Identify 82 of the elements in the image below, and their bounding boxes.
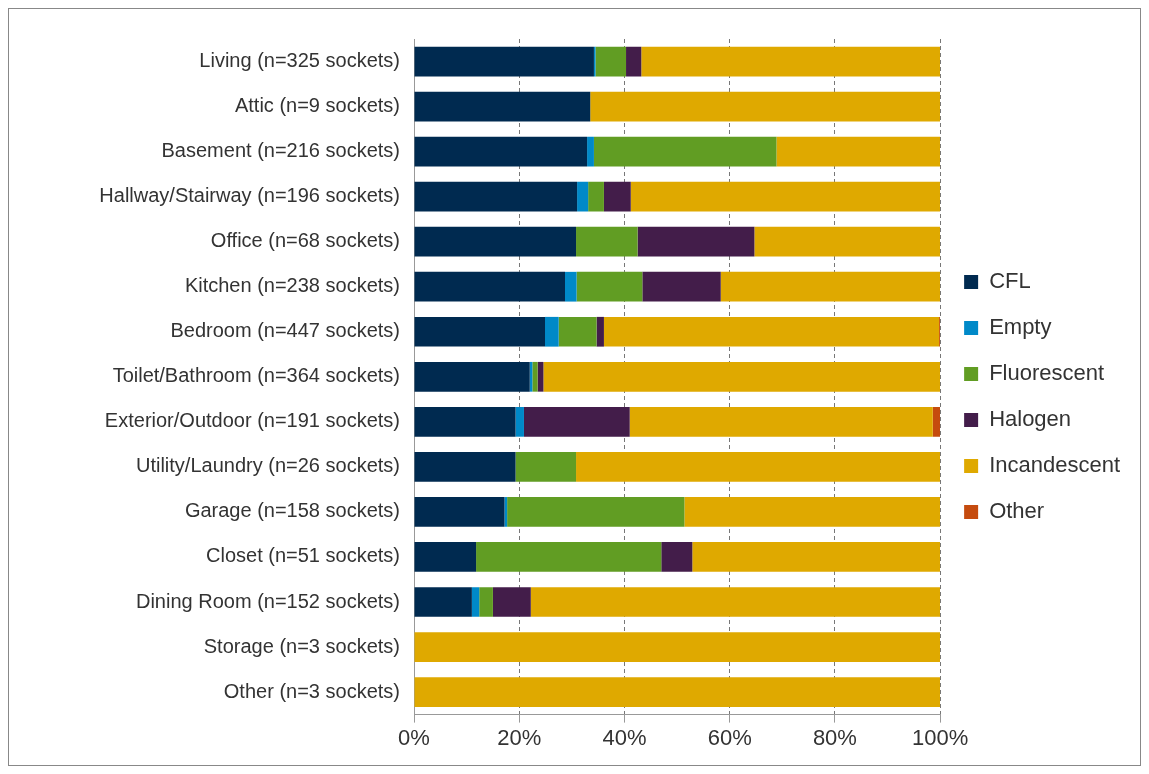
bar [776,136,941,167]
bar [414,452,516,482]
bar [530,587,941,617]
legend-label: CFL [989,268,1031,294]
bar [576,452,941,482]
legend-label: Other [989,498,1045,524]
bar [629,406,933,437]
bar [590,91,941,122]
x-tick-label: 80% [812,724,857,750]
legend-label: Empty [989,314,1052,340]
bar [577,181,589,212]
bar [630,181,941,212]
bar [414,46,594,77]
y-tick-label: Hallway/Stairway (n=196 sockets) [99,184,400,207]
bar [595,46,627,77]
legend-label: Incandescent [989,452,1120,478]
bar [507,497,685,527]
y-tick-label: Exterior/Outdoor (n=191 sockets) [104,409,400,432]
x-tick-label: 0% [398,724,430,750]
bar [588,181,604,212]
bar [642,271,721,302]
y-tick-label: Bedroom (n=447 sockets) [170,319,400,342]
bar [545,316,559,347]
bar [661,542,693,572]
y-tick-label: Storage (n=3 sockets) [203,634,400,657]
y-tick-label: Office (n=68 sockets) [210,229,400,252]
x-tick-label: 20% [497,724,542,750]
y-tick-label: Garage (n=158 sockets) [184,499,400,522]
bar [414,406,516,437]
bar [414,316,546,347]
bar [414,361,530,392]
y-tick-label: Attic (n=9 sockets) [234,94,400,117]
bar [523,406,630,437]
bar [414,632,941,662]
bar [684,497,941,527]
bar [587,136,594,167]
bar [471,587,480,617]
bar [603,316,940,347]
y-tick-label: Other (n=3 sockets) [223,679,400,702]
bar [543,361,941,392]
bar [504,497,508,527]
bar [603,181,631,212]
bar [414,542,477,572]
bar [637,226,755,257]
bar [576,226,638,257]
bar [532,361,538,392]
y-tick-label: Utility/Laundry (n=26 sockets) [135,454,400,477]
bar [558,316,597,347]
y-tick-label: Toilet/Bathroom (n=364 sockets) [112,364,400,387]
bar [414,226,577,257]
legend-label: Halogen [989,406,1072,432]
y-tick-label: Basement (n=216 sockets) [161,139,400,162]
y-tick-label: Kitchen (n=238 sockets) [184,274,400,297]
bar [515,406,524,437]
bar [414,587,472,617]
bar [515,452,577,482]
bar [476,542,662,572]
bar [414,677,941,707]
bar [414,136,588,167]
bar [692,542,941,572]
bar [414,271,565,302]
legend-label: Fluorescent [989,360,1105,386]
y-tick-label: Dining Room (n=152 sockets) [135,589,400,612]
bar [596,316,604,347]
bar [414,91,591,122]
bar [492,587,531,617]
bar [414,497,505,527]
y-tick-label: Closet (n=51 sockets) [206,544,400,567]
bar [576,271,643,302]
bar [641,46,941,77]
bar [754,226,941,257]
bar [720,271,941,302]
bar [932,406,941,437]
bar [414,181,578,212]
y-tick-label: Living (n=325 sockets) [199,49,400,72]
bar [565,271,577,302]
x-tick-label: 100% [911,724,969,750]
bar [593,136,777,167]
x-tick-label: 60% [707,724,752,750]
x-tick-label: 40% [602,724,647,750]
bar [626,46,642,77]
bar [479,587,493,617]
